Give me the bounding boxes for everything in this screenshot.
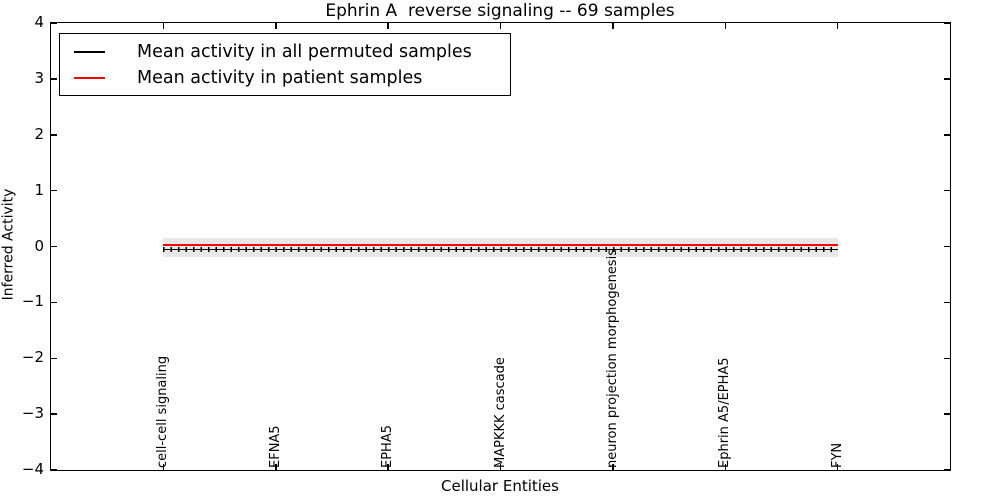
y-tick-label: −4: [21, 460, 44, 478]
x-axis-label: Cellular Entities: [441, 477, 559, 495]
x-tick-bottom: [836, 464, 839, 470]
x-tick-top: [836, 23, 839, 29]
y-tick-left: [51, 134, 57, 136]
legend-label: Mean activity in patient samples: [137, 67, 423, 88]
y-tick-right: [944, 22, 950, 24]
y-tick-label: 3: [34, 68, 44, 87]
y-tick-label: −3: [21, 404, 44, 423]
x-tick-bottom: [499, 464, 502, 470]
y-tick-left: [51, 22, 57, 24]
y-tick-label: 4: [34, 13, 44, 31]
legend-item-permuted: Mean activity in all permuted samples: [60, 42, 510, 62]
y-tick-right: [944, 301, 950, 304]
permuted-mean-line: [163, 248, 838, 250]
x-tick-bottom: [724, 464, 726, 470]
y-tick-label: 2: [34, 124, 44, 143]
y-tick-label: −2: [21, 348, 44, 367]
x-tick-top: [387, 23, 389, 29]
y-tick-right: [944, 469, 950, 471]
legend-label: Mean activity in all permuted samples: [137, 41, 472, 62]
x-tick-top: [499, 23, 502, 29]
x-tick-label: cell-cell signaling: [155, 355, 171, 468]
y-tick-right: [944, 357, 950, 359]
x-tick-label: MAPKKK cascade: [492, 357, 508, 468]
x-tick-top: [162, 23, 165, 29]
y-tick-label: 0: [34, 236, 44, 255]
x-tick-top: [275, 23, 277, 29]
x-tick-bottom: [612, 464, 614, 470]
y-tick-left: [51, 357, 57, 359]
patient-mean-line: [163, 243, 838, 246]
y-tick-left: [51, 469, 57, 471]
chart-title: Ephrin A reverse signaling -- 69 samples: [325, 1, 675, 21]
y-tick-right: [944, 78, 950, 80]
plot-area: Mean activity in all permuted samples Me…: [50, 22, 951, 471]
legend: Mean activity in all permuted samples Me…: [59, 33, 511, 96]
y-tick-right: [944, 189, 950, 192]
x-tick-label: neuron projection morphogenesis: [604, 249, 620, 468]
x-tick-bottom: [387, 464, 389, 470]
y-tick-label: 1: [34, 180, 44, 199]
y-tick-left: [51, 245, 57, 248]
legend-line-sample-black: [74, 50, 105, 53]
y-tick-right: [944, 413, 950, 415]
y-tick-label: −1: [21, 292, 44, 311]
x-tick-label: Ephrin A5/EPHA5: [717, 357, 733, 468]
x-tick-bottom: [275, 464, 277, 470]
y-tick-right: [944, 134, 950, 136]
x-tick-label: FYN: [829, 442, 845, 468]
legend-line-sample-red: [74, 76, 105, 79]
y-tick-left: [51, 301, 57, 304]
legend-item-patient: Mean activity in patient samples: [60, 68, 510, 88]
y-tick-left: [51, 189, 57, 192]
y-tick-left: [51, 413, 57, 415]
y-tick-right: [944, 245, 950, 248]
x-tick-top: [724, 23, 726, 29]
x-tick-top: [612, 23, 614, 29]
y-tick-left: [51, 78, 57, 80]
x-tick-label: EPHA5: [380, 425, 396, 468]
x-tick-label: EFNA5: [267, 425, 283, 468]
x-tick-bottom: [162, 464, 165, 470]
